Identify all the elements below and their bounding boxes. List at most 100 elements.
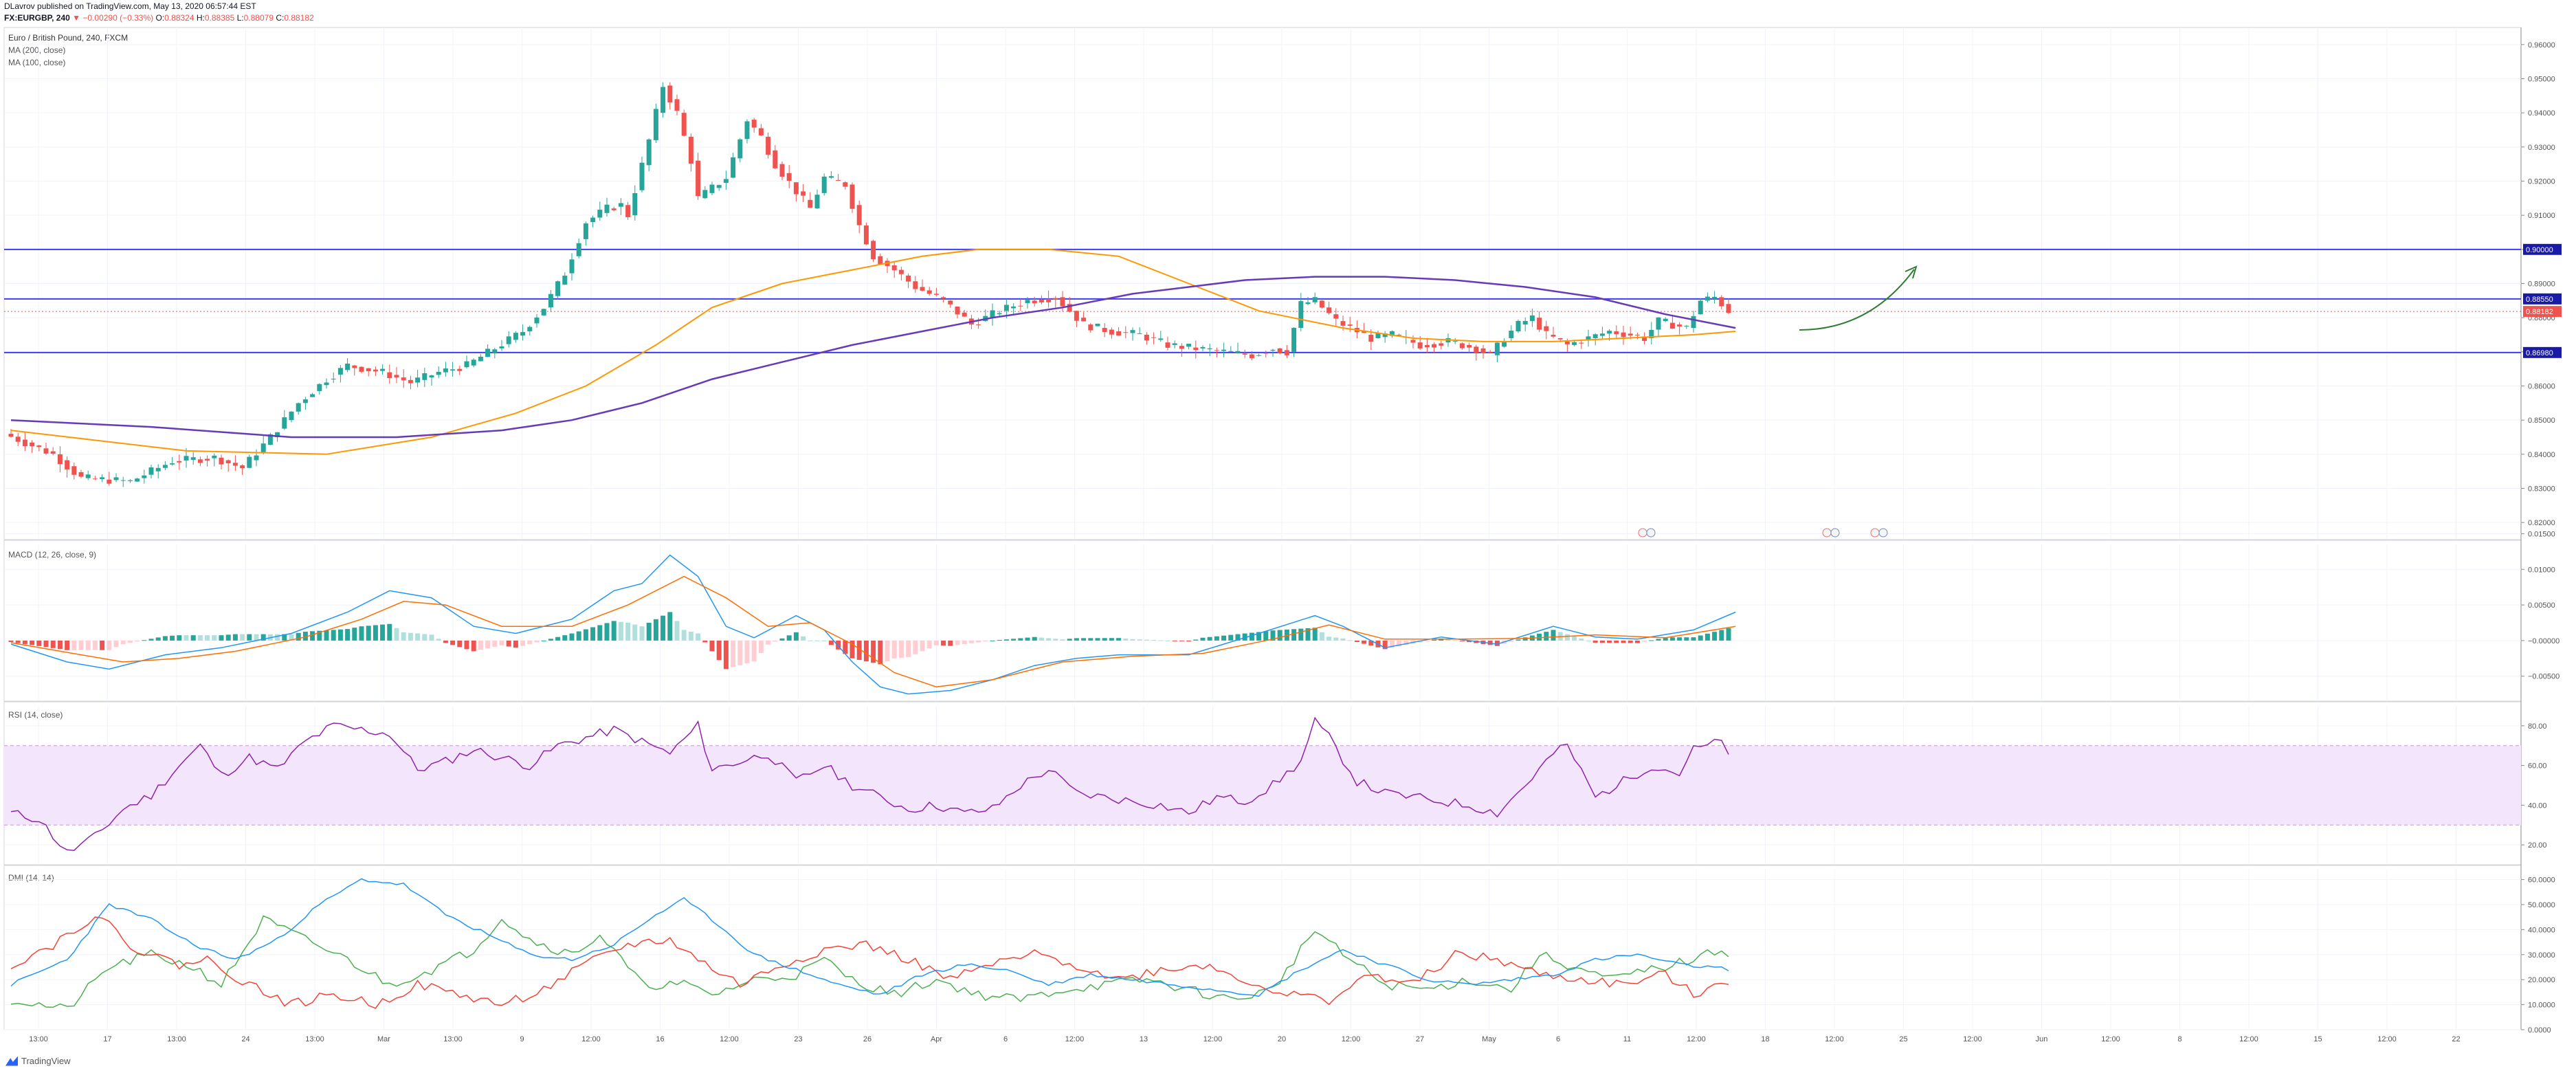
histogram-bar (394, 628, 399, 641)
candle-body (1144, 335, 1149, 341)
histogram-bar (212, 635, 217, 641)
histogram-bar (513, 640, 518, 648)
x-tick-label: 12:00 (1687, 1035, 1706, 1043)
y-tick-label: 0.95000 (2528, 76, 2555, 84)
candle-body (1544, 326, 1549, 331)
x-tick-label: 6 (1003, 1035, 1008, 1043)
candle-body (1165, 342, 1170, 348)
histogram-bar (941, 640, 946, 646)
y-tick-label: 0.94000 (2528, 109, 2555, 118)
histogram-bar (1362, 640, 1367, 644)
histogram-bar (1333, 637, 1339, 641)
x-tick-label: Mar (377, 1035, 390, 1043)
candle-body (808, 199, 813, 208)
histogram-bar (296, 632, 301, 641)
candle-body (660, 87, 666, 113)
x-tick-label: 12:00 (1342, 1035, 1361, 1043)
histogram-bar (786, 635, 792, 641)
histogram-bar (828, 640, 834, 645)
candle-body (50, 451, 56, 454)
candle-body (1691, 316, 1696, 329)
candle-body (618, 203, 623, 207)
histogram-bar (1193, 639, 1199, 641)
histogram-bar (632, 624, 638, 641)
y-tick-label: 40.00 (2528, 801, 2547, 810)
histogram-bar (590, 627, 596, 641)
candle-body (267, 434, 273, 445)
candle-body (1362, 331, 1367, 333)
dmi-pane-title: DMI (14, 14) (8, 873, 54, 883)
histogram-bar (422, 634, 428, 641)
candle-body (863, 225, 869, 245)
y-tick-label: 0.89000 (2528, 280, 2555, 289)
candle-body (667, 85, 673, 102)
candle-body (155, 467, 161, 472)
y-tick-label: 0.84000 (2528, 451, 2555, 459)
y-tick-label: 60.0000 (2528, 876, 2555, 885)
histogram-bar (100, 640, 105, 650)
adx-line (10, 878, 1729, 997)
histogram-bar (1628, 640, 1633, 643)
candle-body (359, 366, 364, 372)
histogram-bar (913, 640, 918, 654)
candle-body (310, 394, 315, 397)
histogram-bar (583, 629, 588, 641)
histogram-bar (520, 640, 526, 646)
candle-body (352, 365, 357, 368)
x-tick-label: 27 (1416, 1035, 1424, 1043)
histogram-bar (1452, 640, 1458, 641)
economic-event-icon (1830, 528, 1840, 538)
candle-body (1095, 323, 1100, 327)
y-tick-label: −0.00500 (2528, 673, 2560, 681)
histogram-bar (1634, 640, 1640, 643)
histogram-bar (696, 633, 701, 641)
candle-body (1277, 348, 1283, 353)
candle-body (758, 128, 764, 135)
open-value: 0.88324 (164, 13, 195, 23)
candle-body (22, 439, 27, 447)
candle-body (85, 474, 91, 478)
candle-body (688, 136, 693, 164)
histogram-bar (1221, 635, 1227, 641)
symbol-label[interactable]: FX:EURGBP, 240 (4, 13, 70, 23)
candle-body (955, 307, 960, 315)
histogram-bar (359, 626, 364, 641)
histogram-bar (576, 631, 581, 641)
economic-event-icon (1822, 528, 1832, 538)
histogram-bar (1389, 640, 1395, 648)
candle-body (744, 121, 750, 140)
ma100-line (10, 248, 1736, 455)
rsi-line (10, 716, 1729, 851)
candle-body (878, 256, 883, 265)
rsi-pane-title: RSI (14, close) (8, 710, 63, 720)
histogram-bar (1305, 628, 1311, 641)
candle-body (527, 327, 533, 332)
candle-body (401, 377, 406, 381)
histogram-bar (240, 634, 245, 641)
histogram-bar (653, 619, 658, 641)
histogram-bar (1340, 638, 1346, 641)
histogram-bar (443, 640, 448, 643)
candle-body (1291, 327, 1297, 352)
histogram-bar (310, 631, 315, 641)
candle-body (1698, 300, 1703, 315)
candle-body (723, 179, 729, 183)
histogram-bar (1249, 632, 1254, 641)
histogram-bar (1025, 637, 1030, 641)
histogram-bar (1263, 631, 1269, 641)
candle-body (681, 113, 687, 136)
candle-body (1487, 351, 1493, 353)
histogram-bar (162, 636, 168, 641)
histogram-bar (1544, 632, 1549, 641)
candle-body (801, 191, 806, 196)
candle-body (65, 460, 70, 469)
candle-body (485, 349, 491, 357)
candle-body (871, 241, 876, 260)
histogram-bar (1515, 639, 1521, 641)
x-tick-label: 23 (794, 1035, 802, 1043)
candle-body (1551, 335, 1556, 337)
candle-body (1214, 350, 1219, 351)
ma200-legend: MA (200, close) (8, 45, 66, 55)
candle-body (1003, 305, 1009, 311)
